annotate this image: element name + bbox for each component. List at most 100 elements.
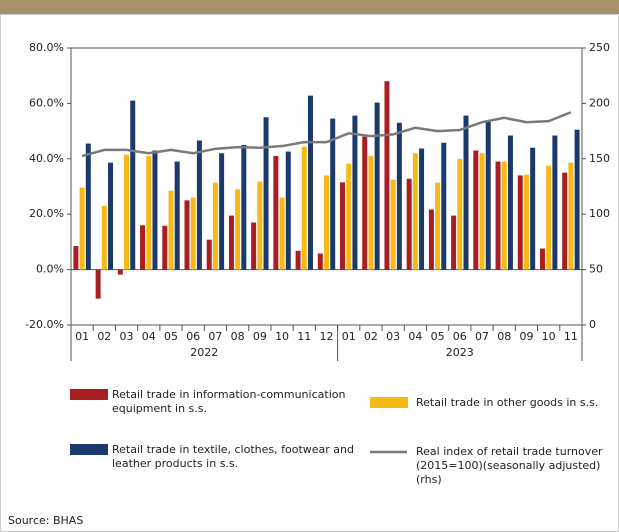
bar xyxy=(539,248,545,270)
x-tick-label: 05 xyxy=(164,330,178,343)
bar xyxy=(219,153,225,270)
legend-swatch xyxy=(70,389,108,400)
x-tick-label: 08 xyxy=(497,330,511,343)
y-tick-label: 20.0% xyxy=(29,207,64,220)
x-group-label: 2023 xyxy=(446,346,474,359)
bar xyxy=(317,253,323,270)
bar xyxy=(479,153,485,270)
bar xyxy=(352,115,358,270)
bar xyxy=(412,153,418,270)
y-tick-label: -20.0% xyxy=(25,318,64,331)
bar xyxy=(473,150,479,270)
bar xyxy=(257,181,263,270)
bar xyxy=(507,135,513,270)
bar xyxy=(101,205,107,270)
bar xyxy=(196,140,202,270)
x-group-label: 2022 xyxy=(190,346,218,359)
bar xyxy=(212,182,218,270)
legend-label: Retail trade in information-communicatio… xyxy=(112,388,346,415)
bar xyxy=(241,144,247,270)
x-tick-label: 09 xyxy=(253,330,267,343)
y2-tick-label: 0 xyxy=(589,318,596,331)
x-tick-label: 04 xyxy=(408,330,422,343)
bar xyxy=(495,161,501,270)
y-tick-label: 80.0% xyxy=(29,41,64,54)
bar xyxy=(251,222,257,270)
bar xyxy=(562,172,568,270)
bar xyxy=(295,250,301,270)
bar xyxy=(73,246,79,270)
legend-swatch xyxy=(370,397,408,408)
bar xyxy=(396,122,402,270)
x-tick-label: 02 xyxy=(364,330,378,343)
bar xyxy=(419,148,425,270)
bar xyxy=(546,165,552,270)
bar xyxy=(346,163,352,270)
bar xyxy=(228,215,234,270)
x-tick-label: 04 xyxy=(142,330,156,343)
bar xyxy=(517,175,523,270)
bar xyxy=(130,100,136,270)
bar xyxy=(324,175,329,270)
legend-label: Retail trade in other goods in s.s. xyxy=(416,396,599,409)
x-tick-label: 11 xyxy=(297,330,311,343)
x-tick-label: 01 xyxy=(342,330,356,343)
bar xyxy=(374,102,380,270)
bar xyxy=(190,197,196,270)
bar xyxy=(285,151,291,270)
y2-tick-label: 150 xyxy=(589,152,610,165)
bar xyxy=(235,189,241,270)
source: Source: BHAS xyxy=(8,514,83,527)
bar xyxy=(340,182,346,270)
x-tick-label: 10 xyxy=(542,330,556,343)
bar xyxy=(530,147,536,270)
bar xyxy=(85,143,91,270)
bar xyxy=(140,225,146,270)
y-tick-label: 0.0% xyxy=(36,263,64,276)
bar xyxy=(263,117,269,270)
bar xyxy=(108,162,114,270)
x-tick-label: 02 xyxy=(97,330,111,343)
bar xyxy=(152,150,158,270)
bar xyxy=(124,154,130,270)
x-tick-label: 08 xyxy=(231,330,245,343)
bar xyxy=(451,215,457,270)
x-tick-label: 09 xyxy=(519,330,533,343)
bar xyxy=(301,146,307,270)
bar xyxy=(307,95,313,270)
bar xyxy=(523,174,529,270)
bar xyxy=(206,239,212,270)
x-tick-label: 07 xyxy=(208,330,222,343)
x-tick-label: 03 xyxy=(386,330,400,343)
legend-label: Retail trade in textile, clothes, footwe… xyxy=(112,443,354,470)
bar xyxy=(174,161,180,270)
bar xyxy=(168,190,174,270)
bar xyxy=(574,129,580,270)
bar xyxy=(95,269,101,299)
plot-frame xyxy=(70,47,583,326)
bar xyxy=(501,161,507,270)
x-tick-label: 12 xyxy=(320,330,334,343)
bar xyxy=(568,162,574,270)
bar xyxy=(552,135,558,270)
bar xyxy=(146,156,152,270)
bar xyxy=(406,178,412,270)
x-tick-label: 07 xyxy=(475,330,489,343)
bar xyxy=(79,187,85,270)
x-tick-label: 05 xyxy=(431,330,445,343)
bar xyxy=(435,182,441,270)
y2-tick-label: 250 xyxy=(589,41,610,54)
bar xyxy=(184,200,190,270)
legend-label: Real index of retail trade turnover (201… xyxy=(416,445,603,486)
header-band xyxy=(0,0,619,14)
x-tick-label: 11 xyxy=(564,330,578,343)
y2-tick-label: 50 xyxy=(589,263,603,276)
bar xyxy=(457,158,463,270)
x-tick-label: 06 xyxy=(186,330,200,343)
x-tick-label: 10 xyxy=(275,330,289,343)
bar xyxy=(162,225,168,270)
y2-tick-label: 100 xyxy=(589,207,610,220)
x-tick-label: 03 xyxy=(120,330,134,343)
bar xyxy=(428,209,434,270)
y-tick-label: 60.0% xyxy=(29,96,64,109)
